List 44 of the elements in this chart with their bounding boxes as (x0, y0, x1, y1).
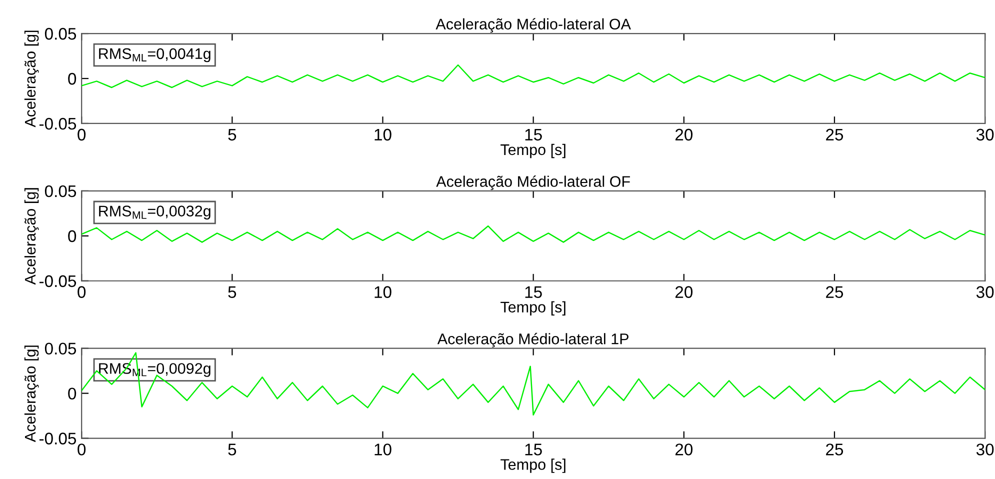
x-tick-label: 20 (675, 444, 693, 456)
x-tick-label: 15 (525, 286, 542, 298)
y-tick-label: 0.05 (44, 185, 76, 198)
y-tick-label: 0 (68, 72, 76, 85)
x-tick-label: 5 (228, 128, 236, 141)
x-tick-label: 0 (78, 286, 86, 298)
x-tick-label: 5 (228, 286, 236, 298)
y-tick-label: 0.05 (44, 28, 76, 40)
x-tick-label: 10 (374, 286, 392, 298)
chart-title: Aceleração Médio-lateral OA (436, 18, 631, 33)
x-tick-label: 10 (374, 128, 392, 141)
line-series (82, 352, 986, 416)
x-tick-label: 25 (826, 444, 844, 456)
chart-title: Aceleração Médio-lateral 1P (437, 332, 628, 348)
y-tick-label: -0.05 (39, 432, 76, 444)
x-axis-title: Tempo [s] (500, 458, 566, 473)
x-tick-label: 25 (826, 128, 844, 141)
x-tick-label: 30 (976, 286, 994, 298)
y-tick-label: 0 (68, 230, 76, 242)
x-tick-label: 30 (976, 128, 994, 141)
chart-title: Aceleração Médio-lateral OF (436, 176, 630, 190)
y-tick-label: -0.05 (39, 275, 76, 288)
x-tick-label: 0 (78, 128, 86, 141)
y-axis-title: Aceleração [g] (24, 30, 39, 128)
x-tick-label: 0 (78, 444, 86, 456)
line-series (82, 225, 986, 243)
x-tick-label: 30 (976, 444, 994, 456)
x-tick-label: 20 (675, 286, 693, 298)
x-tick-label: 15 (525, 128, 542, 141)
y-axis-title: Aceleração [g] (24, 346, 39, 442)
y-tick-label: 0.05 (44, 342, 76, 355)
x-tick-label: 20 (675, 128, 693, 141)
y-tick-label: -0.05 (39, 118, 76, 130)
x-axis-title: Tempo [s] (500, 301, 566, 316)
annotation: RMS$_{ML}$=0,0041g (99, 48, 210, 62)
annotation: RMS$_{ML}$=0,0032g (99, 206, 210, 220)
x-axis-title: Tempo [s] (500, 144, 566, 158)
x-tick-label: 5 (228, 444, 236, 456)
x-tick-label: 15 (525, 444, 542, 456)
line-series (82, 64, 986, 88)
x-tick-label: 10 (374, 444, 392, 456)
y-tick-label: 0 (68, 388, 76, 400)
y-axis-title: Aceleração [g] (24, 188, 39, 285)
x-tick-label: 25 (826, 286, 844, 298)
